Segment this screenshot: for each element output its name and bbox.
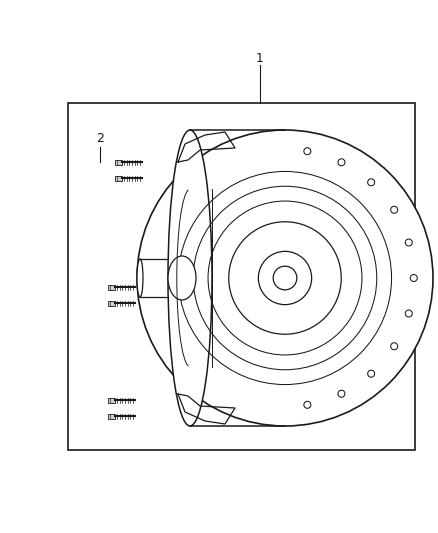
Bar [115, 175, 122, 181]
Text: 1: 1 [256, 52, 264, 64]
Bar [108, 398, 115, 402]
Bar [68, 103, 415, 450]
Bar [115, 159, 122, 165]
Text: 2: 2 [96, 132, 104, 144]
Ellipse shape [168, 130, 212, 426]
Bar [108, 414, 115, 418]
Bar [108, 285, 115, 289]
Ellipse shape [137, 130, 433, 426]
Ellipse shape [137, 259, 143, 297]
Bar [108, 301, 115, 305]
Ellipse shape [168, 256, 196, 300]
Bar [190, 130, 285, 426]
